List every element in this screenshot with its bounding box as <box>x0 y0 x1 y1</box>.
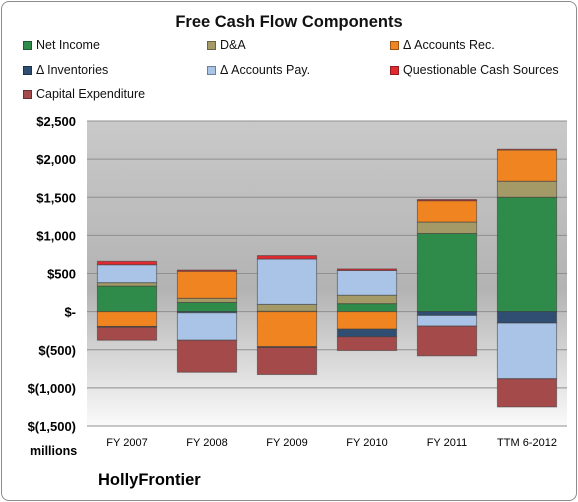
bars-group <box>96 148 558 408</box>
x-tick-label: TTM 6-2012 <box>497 437 557 449</box>
bar-accounts-rec-ttm-6-2012 <box>496 149 558 182</box>
x-tick-label: FY 2009 <box>266 437 307 449</box>
legend-label: Δ Inventories <box>36 63 109 77</box>
legend-swatch <box>207 65 216 75</box>
legend-swatch <box>390 40 399 50</box>
legend-swatch <box>23 40 32 50</box>
bar-net-income-fy-2008 <box>176 301 238 313</box>
chart-title: Free Cash Flow Components <box>175 13 403 31</box>
bar-questionable-cash-sources-fy-2011 <box>416 199 478 202</box>
y-tick-label: $2,000 <box>36 152 76 167</box>
bar-accounts-rec-fy-2007 <box>96 311 158 327</box>
legend-label: Net Income <box>36 38 100 52</box>
y-tick-label: $500 <box>47 267 76 282</box>
legend-item-accounts-pay: Δ Accounts Pay. <box>207 63 310 77</box>
legend-label: D&A <box>220 38 246 52</box>
y-tick-label: $(1,500) <box>28 419 76 434</box>
bar-d-a-fy-2011 <box>416 221 478 234</box>
bar-questionable-cash-sources-fy-2008 <box>176 269 238 272</box>
bar-d-a-ttm-6-2012 <box>496 180 558 198</box>
legend-item-questionable-cash: Questionable Cash Sources <box>390 63 559 77</box>
bar-accounts-pay-fy-2007 <box>96 264 158 284</box>
bar-questionable-cash-sources-ttm-6-2012 <box>496 148 558 151</box>
bar-d-a-fy-2007 <box>96 282 158 287</box>
x-tick-label: FY 2007 <box>106 437 147 449</box>
bar-inventories-fy-2010 <box>336 328 398 338</box>
unit-label: millions <box>30 444 78 458</box>
bar-net-income-fy-2011 <box>416 232 478 313</box>
bar-capital-expenditure-fy-2007 <box>96 326 158 341</box>
x-tick-label: FY 2008 <box>186 437 227 449</box>
legend-item-inventories: Δ Inventories <box>23 63 108 77</box>
y-tick-label: $2,500 <box>36 114 76 129</box>
legend-swatch <box>23 89 32 99</box>
x-tick-label: FY 2011 <box>427 437 468 449</box>
bar-capital-expenditure-ttm-6-2012 <box>496 378 558 408</box>
bar-accounts-rec-fy-2008 <box>176 270 238 299</box>
legend-swatch <box>23 65 32 75</box>
bar-capital-expenditure-fy-2010 <box>336 336 398 352</box>
legend-item-capex: Capital Expenditure <box>23 87 145 101</box>
bar-d-a-fy-2009 <box>256 303 318 312</box>
legend-swatch <box>207 40 216 50</box>
y-tick-label: $1,500 <box>36 190 76 205</box>
bar-accounts-pay-fy-2008 <box>176 312 238 341</box>
y-tick-label: $(1,000) <box>28 381 76 396</box>
bar-net-income-fy-2010 <box>336 303 398 313</box>
gridlines <box>87 120 567 427</box>
bar-accounts-rec-fy-2010 <box>336 311 398 330</box>
bar-capital-expenditure-fy-2008 <box>176 339 238 373</box>
bar-capital-expenditure-fy-2009 <box>256 346 318 376</box>
company-name: HollyFrontier <box>98 471 201 489</box>
legend-label: Δ Accounts Pay. <box>220 63 311 77</box>
legend-label: Capital Expenditure <box>36 87 146 101</box>
x-tick-label: FY 2010 <box>346 437 387 449</box>
y-tick-label: $(500) <box>38 343 76 358</box>
bar-accounts-pay-fy-2009 <box>256 258 318 305</box>
bar-questionable-cash-sources-fy-2009 <box>256 255 318 260</box>
y-tick-label: $- <box>64 305 76 320</box>
bar-d-a-fy-2008 <box>176 297 238 303</box>
bar-d-a-fy-2010 <box>336 294 398 305</box>
bar-questionable-cash-sources-fy-2010 <box>336 268 398 271</box>
y-tick-label: $1,000 <box>36 228 76 243</box>
legend-item-accounts-rec: Δ Accounts Rec. <box>390 38 495 52</box>
bar-accounts-rec-fy-2011 <box>416 200 478 223</box>
bar-accounts-pay-ttm-6-2012 <box>496 322 558 380</box>
bar-inventories-fy-2011 <box>416 311 478 316</box>
bar-inventories-ttm-6-2012 <box>496 311 558 324</box>
bar-accounts-pay-fy-2010 <box>336 269 398 296</box>
bar-questionable-cash-sources-fy-2007 <box>96 260 158 266</box>
bar-accounts-pay-fy-2011 <box>416 314 478 327</box>
legend-label: Δ Accounts Rec. <box>403 38 495 52</box>
bar-accounts-rec-fy-2009 <box>256 311 318 348</box>
legend-item-da: D&A <box>207 38 246 52</box>
y-tick-labels: $2,500 $2,000 $1,500 $1,000 $500 $- $(500) $(1,… <box>28 114 76 434</box>
legend-item-net-income: Net Income <box>23 38 100 52</box>
bar-net-income-ttm-6-2012 <box>496 196 558 313</box>
legend-label: Questionable Cash Sources <box>403 63 559 77</box>
legend-swatch <box>390 65 399 75</box>
bar-net-income-fy-2007 <box>96 285 158 313</box>
bar-capital-expenditure-fy-2011 <box>416 325 478 357</box>
x-tick-labels: FY 2007 FY 2008 FY 2009 FY 2010 FY 2011 TTM 6… <box>106 437 557 449</box>
